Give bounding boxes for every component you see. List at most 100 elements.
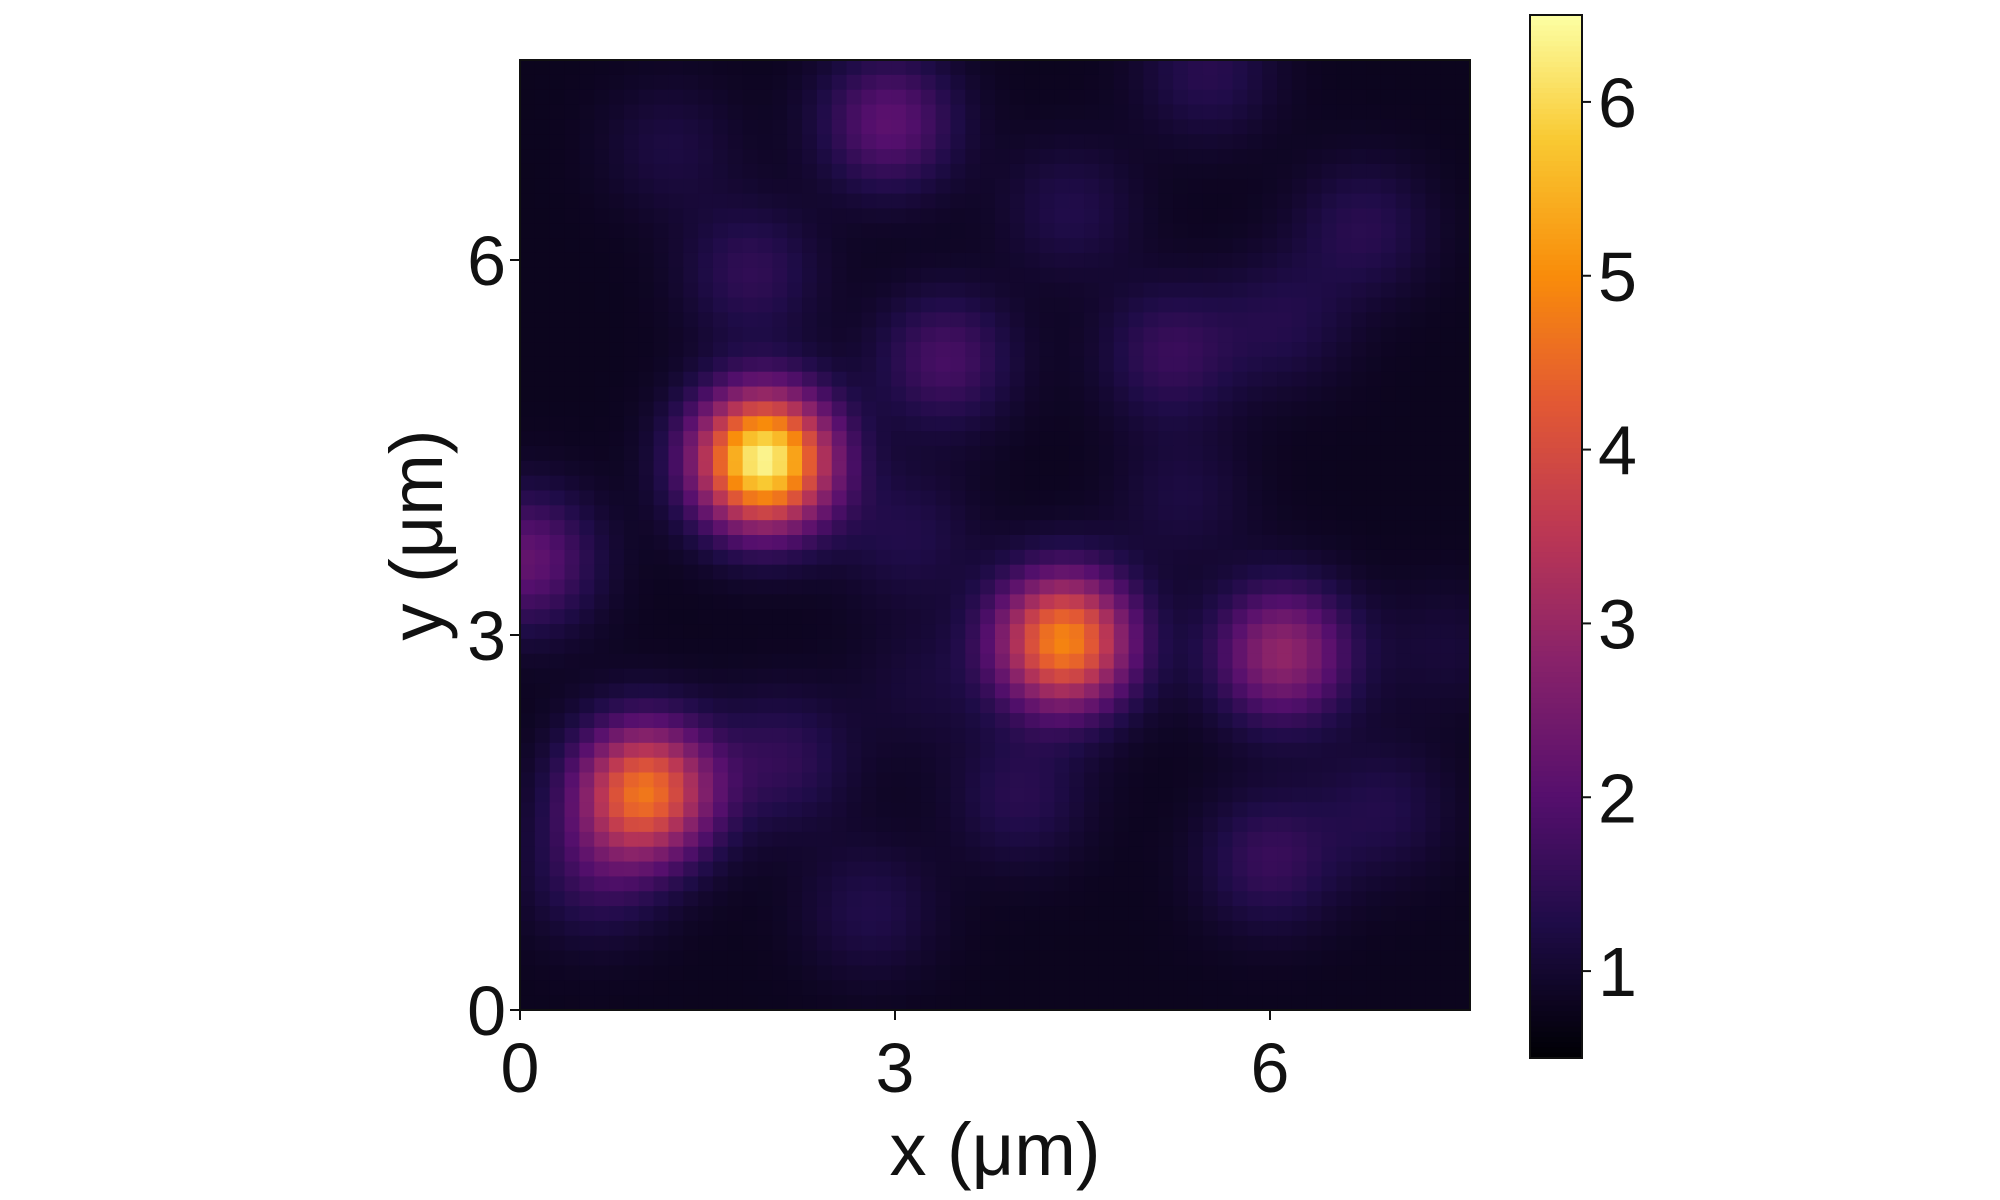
heatmap-cell: [1187, 297, 1204, 313]
heatmap-cell: [935, 89, 952, 106]
heatmap-cell: [1187, 119, 1204, 135]
heatmap-cell: [1440, 757, 1456, 774]
heatmap-cell: [727, 431, 744, 447]
heatmap-cell: [1425, 831, 1441, 848]
heatmap-cell: [638, 505, 655, 521]
heatmap-cell: [1351, 980, 1367, 996]
heatmap-cell: [1187, 475, 1204, 492]
heatmap-cell: [1187, 787, 1204, 803]
heatmap-cell: [1262, 74, 1278, 91]
heatmap-cell: [846, 713, 862, 729]
heatmap-cell: [876, 995, 892, 1010]
heatmap-cell: [1039, 579, 1055, 595]
heatmap-cell: [1173, 831, 1189, 848]
heatmap-cell: [1009, 757, 1026, 774]
heatmap-cell: [1173, 757, 1189, 774]
heatmap-cell: [609, 119, 625, 135]
heatmap-cell: [742, 356, 759, 373]
heatmap-cell: [772, 371, 788, 388]
heatmap-cell: [1084, 965, 1100, 981]
heatmap-cell: [1143, 772, 1159, 788]
heatmap-cell: [950, 965, 966, 981]
heatmap-cell: [846, 564, 862, 581]
heatmap-cell: [683, 134, 699, 150]
heatmap-cell: [861, 193, 877, 210]
heatmap-cell: [668, 594, 684, 610]
heatmap-cell: [1039, 772, 1055, 788]
heatmap-cell: [846, 386, 862, 402]
heatmap-cell: [965, 579, 981, 595]
heatmap-cell: [1425, 683, 1441, 699]
heatmap-cell: [609, 624, 625, 640]
heatmap-cell: [609, 238, 625, 254]
heatmap-cell: [623, 698, 640, 714]
heatmap-cell: [995, 312, 1011, 328]
heatmap-cell: [1262, 757, 1278, 774]
heatmap-cell: [1217, 787, 1234, 803]
heatmap-cell: [861, 297, 877, 313]
heatmap-cell: [1232, 163, 1248, 180]
colorbar-segment: [1530, 307, 1582, 313]
heatmap-cell: [1291, 817, 1308, 833]
heatmap-cell: [1277, 653, 1293, 670]
heatmap-cell: [638, 920, 655, 937]
heatmap-cell: [950, 653, 966, 670]
heatmap-cell: [1395, 193, 1412, 210]
heatmap-cell: [1455, 445, 1470, 462]
heatmap-cell: [965, 668, 981, 685]
heatmap-cell: [1217, 104, 1234, 120]
heatmap-cell: [1262, 594, 1278, 610]
heatmap-cell: [802, 891, 818, 907]
heatmap-cell: [861, 119, 877, 135]
heatmap-cell: [831, 787, 848, 803]
heatmap-cell: [1084, 906, 1100, 922]
heatmap-cell: [1113, 89, 1130, 106]
heatmap-cell: [802, 876, 818, 892]
heatmap-cell: [1291, 727, 1308, 744]
heatmap-cell: [564, 505, 580, 521]
heatmap-cell: [1291, 267, 1308, 284]
heatmap-cell: [802, 149, 818, 165]
heatmap-cell: [876, 609, 892, 625]
heatmap-cell: [935, 787, 952, 803]
heatmap-cell: [1187, 772, 1204, 788]
heatmap-cell: [1336, 356, 1352, 373]
heatmap-cell: [1187, 594, 1204, 610]
heatmap-cell: [891, 638, 907, 655]
heatmap-cell: [564, 386, 580, 402]
heatmap-cell: [980, 906, 996, 922]
heatmap-cell: [905, 564, 922, 581]
heatmap-cell: [802, 342, 818, 358]
heatmap-cell: [861, 950, 877, 967]
heatmap-cell: [861, 624, 877, 640]
heatmap-cell: [712, 356, 729, 373]
colorbar-segment: [1530, 906, 1582, 913]
heatmap-cell: [1395, 401, 1412, 417]
heatmap-cell: [712, 698, 729, 714]
heatmap-cell: [757, 267, 773, 284]
heatmap-cell: [1291, 920, 1308, 937]
heatmap-cell: [1202, 817, 1219, 833]
heatmap-cell: [935, 238, 952, 254]
heatmap-cell: [920, 906, 937, 922]
heatmap-cell: [950, 980, 966, 996]
heatmap-cell: [1306, 535, 1323, 551]
heatmap-cell: [1024, 772, 1041, 788]
heatmap-cell: [757, 831, 773, 848]
heatmap-cell: [1247, 817, 1263, 833]
heatmap-cell: [1158, 297, 1174, 313]
heatmap-cell: [920, 89, 937, 106]
heatmap-cell: [668, 653, 684, 670]
heatmap-cell: [549, 178, 566, 195]
heatmap-cell: [1039, 965, 1055, 981]
heatmap-cell: [579, 223, 595, 239]
heatmap-cell: [1306, 505, 1323, 521]
heatmap-cell: [802, 638, 818, 655]
heatmap-cell: [609, 401, 625, 417]
heatmap-cell: [1232, 609, 1248, 625]
heatmap-cell: [965, 401, 981, 417]
heatmap-cell: [564, 965, 580, 981]
heatmap-cell: [995, 119, 1011, 135]
heatmap-cell: [683, 149, 699, 165]
heatmap-cell: [1069, 742, 1085, 759]
